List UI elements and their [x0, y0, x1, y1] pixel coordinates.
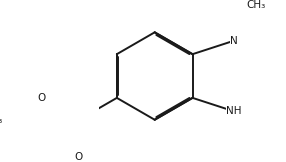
Text: N: N	[230, 36, 238, 46]
Text: CH₃: CH₃	[246, 0, 266, 10]
Text: O: O	[37, 93, 45, 103]
Text: NH: NH	[227, 106, 242, 116]
Text: O: O	[75, 152, 83, 162]
Text: CH₃: CH₃	[0, 115, 3, 125]
